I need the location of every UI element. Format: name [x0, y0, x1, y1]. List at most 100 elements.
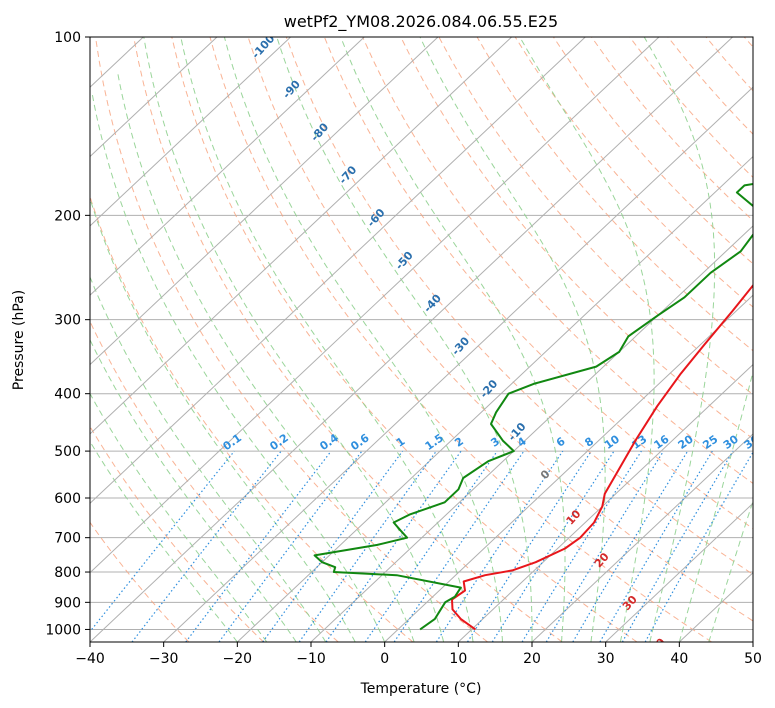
isotherm-line: [310, 225, 753, 642]
mixing-ratio-line: [325, 450, 462, 642]
isotherm-line: [236, 155, 753, 642]
dry-adiabat: [247, 37, 753, 622]
isotherm-label: 0: [538, 467, 553, 482]
mixing-ratio-line: [298, 450, 437, 642]
dewpoint-profile-line: [313, 182, 753, 631]
x-tick-label: −40: [75, 651, 105, 667]
profile-series: [313, 182, 753, 631]
isotherm-line: [457, 363, 753, 642]
y-tick-label: 1000: [45, 622, 81, 638]
x-axis-label: Temperature (°C): [360, 681, 482, 697]
moist-adiabat: [117, 72, 415, 642]
moist-adiabat: [643, 37, 716, 642]
x-tick-label: 0: [380, 651, 389, 667]
dry-adiabat: [476, 37, 753, 352]
isotherm-line: [605, 502, 753, 642]
moist-adiabat: [708, 499, 753, 642]
y-tick-label: 300: [54, 313, 81, 329]
x-tick-label: 10: [449, 651, 467, 667]
mixing-ratio-label: 1: [394, 435, 408, 450]
chart-title: wetPf2_YM08.2026.084.06.55.E25: [284, 12, 558, 32]
mixing-ratio-line: [521, 450, 642, 642]
moist-adiabat: [419, 37, 606, 642]
isotherm-line: [90, 37, 218, 158]
isotherm-line: [531, 433, 753, 642]
isotherm-label: 40: [648, 636, 668, 656]
isotherm-line: [90, 37, 512, 435]
mixing-ratio-line: [90, 450, 235, 633]
mixing-ratio-label: 8: [582, 435, 596, 450]
moist-adiabat: [143, 37, 445, 642]
x-tick-label: 20: [523, 651, 541, 667]
x-tick-label: 40: [670, 651, 688, 667]
y-tick-label: 700: [54, 531, 81, 547]
dry-adiabat: [705, 37, 753, 92]
mixing-ratio-label: 16: [651, 432, 671, 452]
y-axis-ticks: 100 200 300 400 500 600 700 800 900 1000: [45, 30, 90, 638]
y-tick-label: 900: [54, 595, 81, 611]
dry-adiabat: [514, 37, 753, 308]
thermo-background-lines: [90, 37, 753, 642]
y-tick-label: 200: [54, 208, 81, 224]
mixing-ratio-line: [393, 450, 525, 642]
mixing-ratio-label: 6: [554, 435, 568, 450]
isotherm-label: -100: [249, 32, 277, 61]
isotherm-line: [90, 37, 733, 642]
isotherm-line: [384, 294, 753, 642]
dry-adiabat: [90, 425, 264, 642]
moist-adiabat: [519, 37, 655, 642]
mixing-ratio-label: 0.1: [221, 431, 244, 453]
temperature-profile-line: [451, 283, 753, 631]
isotherm-label: 30: [620, 593, 640, 613]
mixing-ratio-line: [491, 450, 615, 642]
mixing-ratio-line: [466, 450, 592, 642]
x-tick-label: −20: [223, 651, 253, 667]
mixing-ratio-line: [545, 450, 665, 642]
dry-adiabat: [90, 195, 414, 642]
isotherm-line: [90, 37, 439, 366]
moist-adiabat: [223, 37, 503, 642]
dry-adiabat: [171, 37, 638, 642]
dry-adiabat: [667, 37, 753, 135]
isotherm-line: [90, 37, 291, 227]
moist-adiabat: [90, 440, 238, 642]
dry-adiabat: [591, 37, 753, 222]
mixing-ratio-label: 0.2: [267, 431, 290, 453]
y-tick-label: 800: [54, 565, 81, 581]
moist-adiabat: [90, 196, 356, 642]
x-tick-label: −30: [149, 651, 179, 667]
y-tick-label: 100: [54, 30, 81, 46]
y-tick-label: 500: [54, 444, 81, 460]
moist-adiabat: [678, 369, 753, 642]
isotherm-label: 20: [592, 550, 612, 570]
moist-adiabat: [91, 94, 386, 642]
x-axis-ticks: −40 −30 −20 −10 0 10 20 30 40 50: [75, 642, 762, 667]
mixing-ratio-label: 25: [700, 433, 720, 452]
y-tick-label: 400: [54, 387, 81, 403]
mixing-ratio-line: [435, 450, 564, 642]
mixing-ratio-line: [644, 451, 753, 642]
mixing-ratio-line: [621, 450, 734, 642]
moist-adiabat: [340, 37, 566, 642]
isotherm-line: [90, 37, 365, 296]
dry-adiabat: [362, 37, 753, 485]
dry-adiabat: [95, 37, 488, 642]
isotherm-line: [678, 571, 753, 642]
mixing-ratio-line: [262, 450, 404, 642]
y-tick-label: 600: [54, 491, 81, 507]
y-axis-label: Pressure (hPa): [11, 290, 27, 390]
moist-adiabat: [90, 392, 268, 642]
mixing-ratio-line: [364, 450, 498, 642]
x-tick-label: 50: [744, 651, 762, 667]
mixing-ratio-label: 20: [676, 432, 696, 452]
moist-adiabat: [276, 37, 533, 642]
pressure-gridlines: [90, 37, 753, 630]
dry-adiabat: [90, 521, 190, 642]
mixing-ratio-label: 30: [721, 432, 741, 452]
isotherm-line: [90, 37, 586, 504]
dry-adiabat: [90, 320, 339, 642]
isotherm-label: 10: [564, 507, 584, 527]
mixing-ratio-label: 0.4: [317, 431, 341, 453]
moist-adiabat: [180, 37, 474, 642]
